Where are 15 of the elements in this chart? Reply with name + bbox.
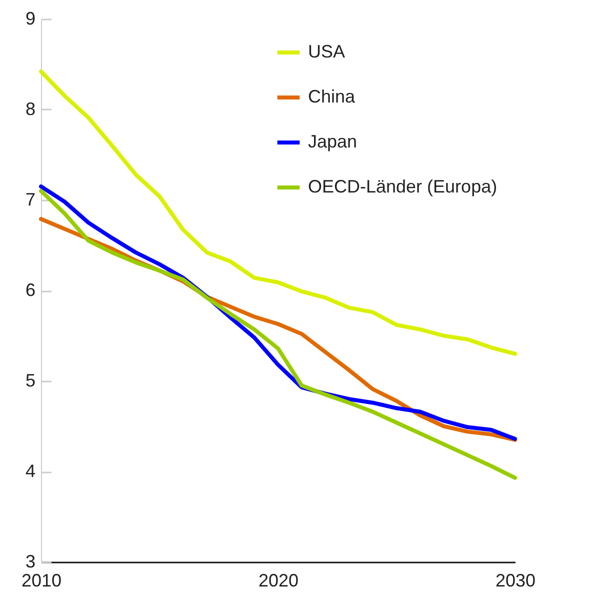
legend-label: OECD-Länder (Europa) [308, 176, 498, 196]
y-tick-label: 3 [25, 552, 36, 572]
legend-label: China [308, 86, 356, 106]
x-tick-label: 2010 [21, 570, 62, 590]
y-tick-label: 4 [25, 461, 36, 481]
x-tick-label: 2020 [258, 570, 299, 590]
legend-label: USA [308, 42, 346, 62]
y-tick-label: 9 [25, 8, 36, 28]
legend-label: Japan [308, 132, 358, 152]
line-series [39, 69, 517, 356]
y-tick-label: 6 [25, 280, 36, 300]
y-tick-label: 8 [25, 99, 36, 119]
y-tick-label: 5 [25, 370, 36, 390]
x-tick-label: 2030 [495, 570, 536, 590]
y-tick-label: 7 [25, 190, 36, 210]
